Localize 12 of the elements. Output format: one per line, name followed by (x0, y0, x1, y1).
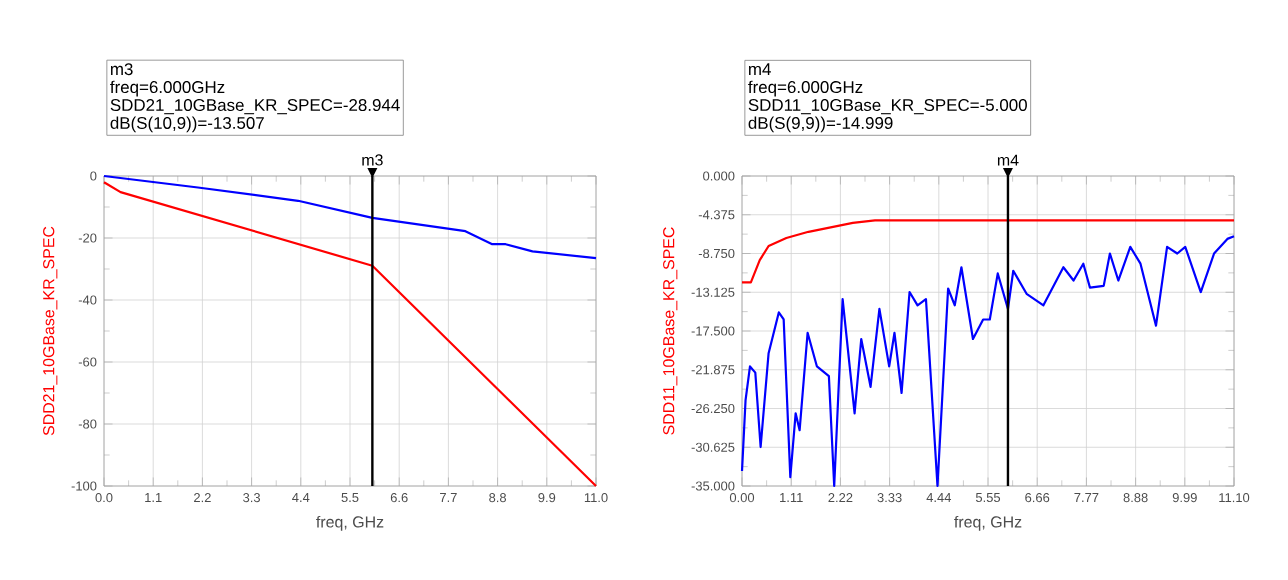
line-series (740, 219, 1236, 284)
text: m4 (748, 63, 771, 75)
line-series (740, 235, 1236, 488)
text: freq=6.000GHz (110, 80, 225, 97)
text: SDD21_10GBase_KR_SPEC=-28.944 (110, 99, 400, 115)
text: m3 (110, 63, 133, 76)
line-series (102, 181, 598, 488)
text: dB(S(9,9))=-14.999 (748, 116, 893, 133)
text: dB(S(10,9))=-13.507 (110, 116, 264, 133)
text: freq=6.000GHz (748, 80, 863, 97)
text: SDD11_10GBase_KR_SPEC=-5.000 (748, 99, 1027, 115)
line-series (102, 174, 598, 260)
